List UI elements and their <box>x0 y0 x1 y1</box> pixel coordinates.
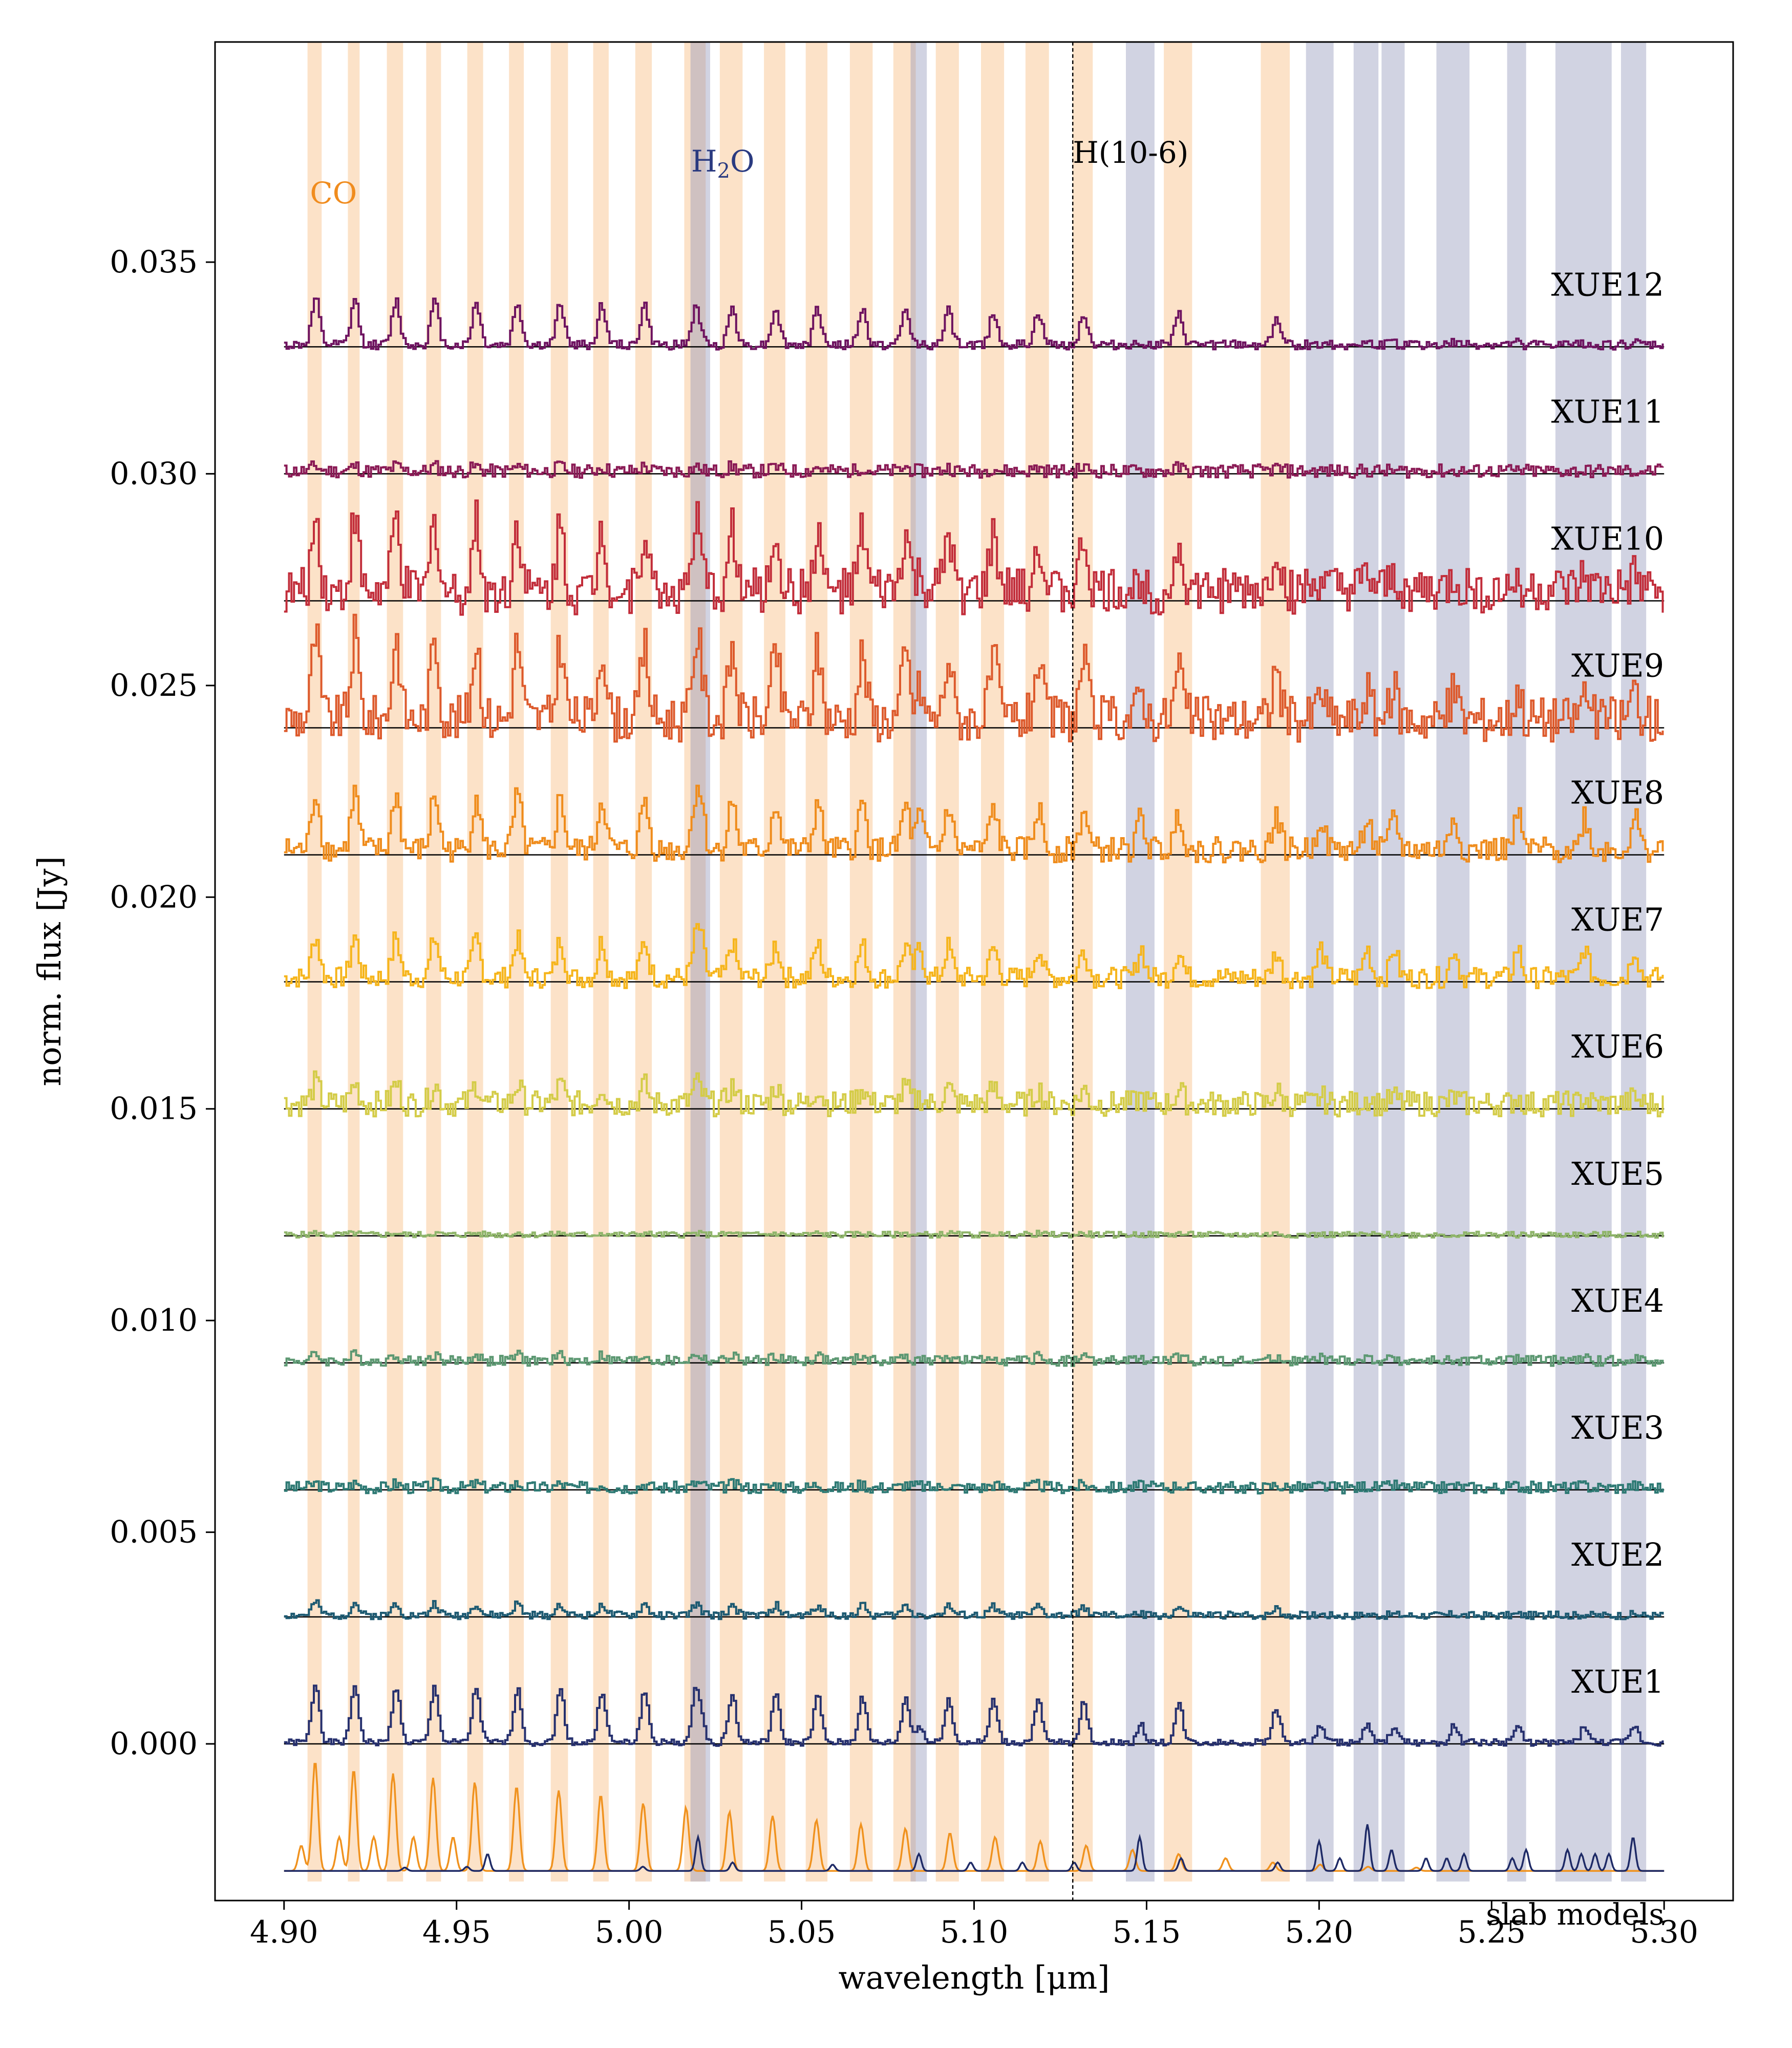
h2o-label-o: O <box>730 144 755 179</box>
label-xue2: XUE2 <box>1571 1536 1664 1573</box>
x-tick-label: 4.95 <box>422 1914 491 1950</box>
h2o-band-4 <box>1306 42 1334 1882</box>
y-tick-label: 0.010 <box>110 1303 198 1338</box>
label-xue6: XUE6 <box>1571 1028 1664 1065</box>
y-tick-label: 0.035 <box>110 244 198 280</box>
h2o-band-7 <box>1436 42 1470 1882</box>
series-xue7: XUE7 <box>284 901 1665 989</box>
co-band-14 <box>849 42 873 1882</box>
h2o-band-8 <box>1507 42 1526 1882</box>
series-xue8: XUE8 <box>284 774 1665 864</box>
y-tick-label: 0.005 <box>110 1514 198 1550</box>
h2o-label: H2O <box>691 144 755 183</box>
co-band-6 <box>509 42 524 1882</box>
y-tick-label: 0.000 <box>110 1726 198 1762</box>
h2o-band-6 <box>1381 42 1405 1882</box>
label-xue5: XUE5 <box>1571 1155 1664 1192</box>
x-axis-label: wavelength [μm] <box>839 1959 1110 1996</box>
y-axis-label: norm. flux [Jy] <box>31 856 68 1086</box>
h-10-6-label: H(10-6) <box>1073 135 1188 170</box>
series-xue11: XUE11 <box>284 393 1665 479</box>
label-xue9: XUE9 <box>1571 647 1664 685</box>
y-tick-label: 0.020 <box>110 879 198 915</box>
series-xue10: XUE10 <box>284 499 1665 616</box>
spectrum-xue1 <box>284 1684 1664 1747</box>
axis-ticks: 4.90 4.95 5.00 5.05 5.10 5.15 5.20 5.25 5.30 0.00… <box>110 244 1698 1950</box>
co-label: CO <box>310 176 357 210</box>
label-xue10: XUE10 <box>1551 520 1665 557</box>
x-tick-label: 5.10 <box>940 1914 1009 1950</box>
y-tick-label: 0.015 <box>110 1091 198 1127</box>
label-xue4: XUE4 <box>1571 1282 1664 1319</box>
h2o-label-h: H <box>691 144 717 179</box>
x-tick-label: 5.05 <box>767 1914 836 1950</box>
slab-model-h2o <box>284 1824 1665 1872</box>
spectrum-xue12 <box>284 297 1664 351</box>
slab-models-label: slab models <box>1486 1897 1664 1932</box>
co-band-12 <box>764 42 785 1882</box>
series-xue4: XUE4 <box>284 1282 1665 1367</box>
spectrum-xue9 <box>284 613 1664 743</box>
x-tick-label: 5.15 <box>1113 1914 1181 1950</box>
spectrum-xue10 <box>284 499 1664 616</box>
spectrum-xue11 <box>284 460 1664 479</box>
slab-models <box>284 1763 1665 1872</box>
h2o-band-9 <box>1555 42 1612 1882</box>
spectrum-xue2 <box>284 1599 1664 1620</box>
series-xue1: XUE1 <box>284 1663 1665 1747</box>
spectrum-xue6 <box>284 1070 1664 1118</box>
label-xue12: XUE12 <box>1551 266 1665 303</box>
h2o-band-3 <box>1126 42 1155 1882</box>
x-tick-label: 5.25 <box>1457 1914 1526 1950</box>
series-xue6: XUE6 <box>284 1028 1665 1118</box>
x-tick-label: 5.30 <box>1630 1914 1698 1950</box>
co-band-13 <box>805 42 828 1882</box>
co-band-2 <box>348 42 360 1882</box>
co-band-10 <box>684 42 706 1882</box>
label-xue3: XUE3 <box>1571 1409 1664 1446</box>
label-xue8: XUE8 <box>1571 774 1664 812</box>
series-xue9: XUE9 <box>284 613 1665 743</box>
co-band-19 <box>1072 42 1093 1882</box>
label-xue11: XUE11 <box>1551 393 1665 430</box>
x-tick-label: 5.00 <box>595 1914 664 1950</box>
series-xue5: XUE5 <box>284 1155 1665 1239</box>
series-xue12: XUE12 <box>284 266 1665 351</box>
spectrum-xue3 <box>284 1477 1664 1495</box>
x-tick-label: 5.20 <box>1285 1914 1354 1950</box>
label-xue1: XUE1 <box>1571 1663 1664 1700</box>
y-tick-label: 0.030 <box>110 456 198 492</box>
series-layer: XUE12 XUE11 XUE10 XUE9 XUE8 XUE7 XUE6 XUE5 XUE4 X… <box>284 266 1665 1872</box>
spectrum-xue4 <box>284 1349 1664 1367</box>
spectrum-xue8 <box>284 784 1664 864</box>
band-layer <box>307 42 1647 1882</box>
series-xue2: XUE2 <box>284 1536 1665 1620</box>
spectrum-xue7 <box>284 923 1664 989</box>
h2o-band-5 <box>1353 42 1379 1882</box>
x-tick-label: 4.90 <box>250 1914 318 1950</box>
h2o-label-sub: 2 <box>717 159 730 183</box>
y-tick-label: 0.025 <box>110 668 198 703</box>
label-xue7: XUE7 <box>1571 901 1664 938</box>
series-xue3: XUE3 <box>284 1409 1665 1495</box>
spectrum-xue5 <box>284 1229 1664 1239</box>
